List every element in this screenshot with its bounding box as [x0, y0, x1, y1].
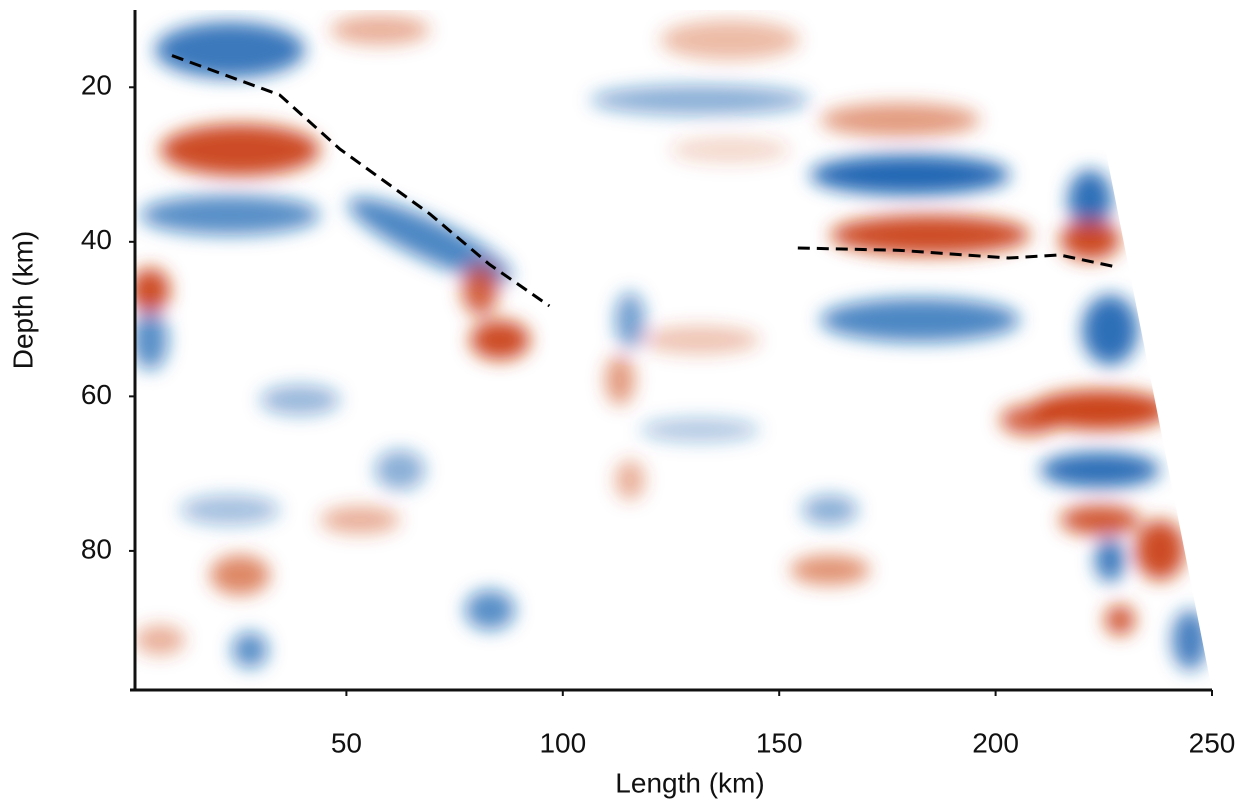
- x-axis-title: Length (km): [615, 767, 764, 798]
- x-tick-label: 50: [331, 727, 362, 758]
- x-tick-label: 150: [756, 727, 803, 758]
- y-axis-title: Depth (km): [7, 231, 38, 369]
- y-tick-label: 20: [81, 70, 112, 101]
- x-tick-label: 200: [972, 727, 1019, 758]
- y-tick-label: 60: [81, 379, 112, 410]
- amplitude-field: [135, 15, 1208, 670]
- x-tick-label: 250: [1189, 727, 1236, 758]
- dashed-line: [797, 246, 1115, 269]
- y-tick-label: 80: [81, 533, 112, 564]
- dashed-line: [171, 54, 551, 308]
- axes: [130, 10, 1212, 692]
- x-tick-label: 100: [539, 727, 586, 758]
- y-tick-label: 40: [81, 224, 112, 255]
